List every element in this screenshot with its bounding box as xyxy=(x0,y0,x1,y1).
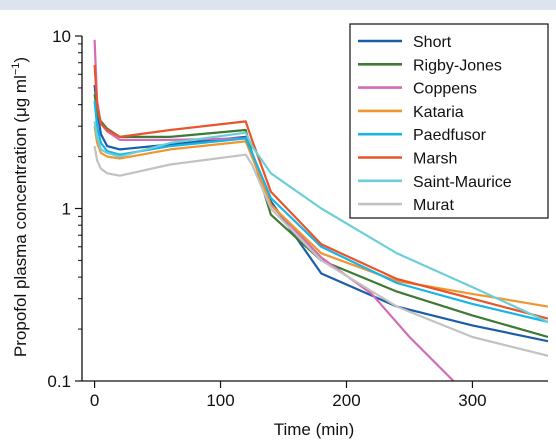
legend-label-paedfusor: Paedfusor xyxy=(413,127,487,144)
series-line-saint-maurice xyxy=(93,121,548,323)
y-tick-label: 0.1 xyxy=(47,372,71,391)
y-tick-label: 1 xyxy=(62,200,71,219)
y-axis-label-main: Propofol plasma concentration (μg ml xyxy=(11,75,30,357)
legend-label-kataria: Kataria xyxy=(413,104,464,121)
series-lines xyxy=(93,39,548,381)
x-axis-label: Time (min) xyxy=(274,420,355,439)
series-line-murat xyxy=(93,145,548,357)
top-banner-strip xyxy=(0,0,556,10)
y-axis-label: Propofol plasma concentration (μg ml−1) xyxy=(10,57,30,357)
legend-label-coppens: Coppens xyxy=(413,81,477,98)
x-tick-label: 200 xyxy=(332,391,360,410)
legend-label-rigby-jones: Rigby-Jones xyxy=(413,57,502,74)
legend: Short Rigby-Jones Coppens Kataria Paedfusor M… xyxy=(349,23,549,219)
x-tick-label: 100 xyxy=(206,391,234,410)
x-tick-label: 0 xyxy=(90,391,99,410)
legend-label-saint-maurice: Saint-Maurice xyxy=(413,174,512,191)
legend-box xyxy=(349,23,549,219)
series-line-marsh xyxy=(93,64,548,320)
y-tick-label: 10 xyxy=(52,27,71,46)
x-tick-label: 300 xyxy=(458,391,486,410)
legend-label-murat: Murat xyxy=(413,197,454,214)
x-ticks: 0 100 200 300 xyxy=(90,381,487,410)
y-axis-label-sup: −1 xyxy=(10,63,22,76)
series-line-paedfusor xyxy=(93,100,548,323)
legend-label-short: Short xyxy=(413,34,452,51)
legend-label-marsh: Marsh xyxy=(413,151,457,168)
series-line-kataria xyxy=(93,126,548,308)
y-ticks: 0.1 1 10 xyxy=(47,27,82,391)
y-axis-label-close: ) xyxy=(11,57,30,63)
